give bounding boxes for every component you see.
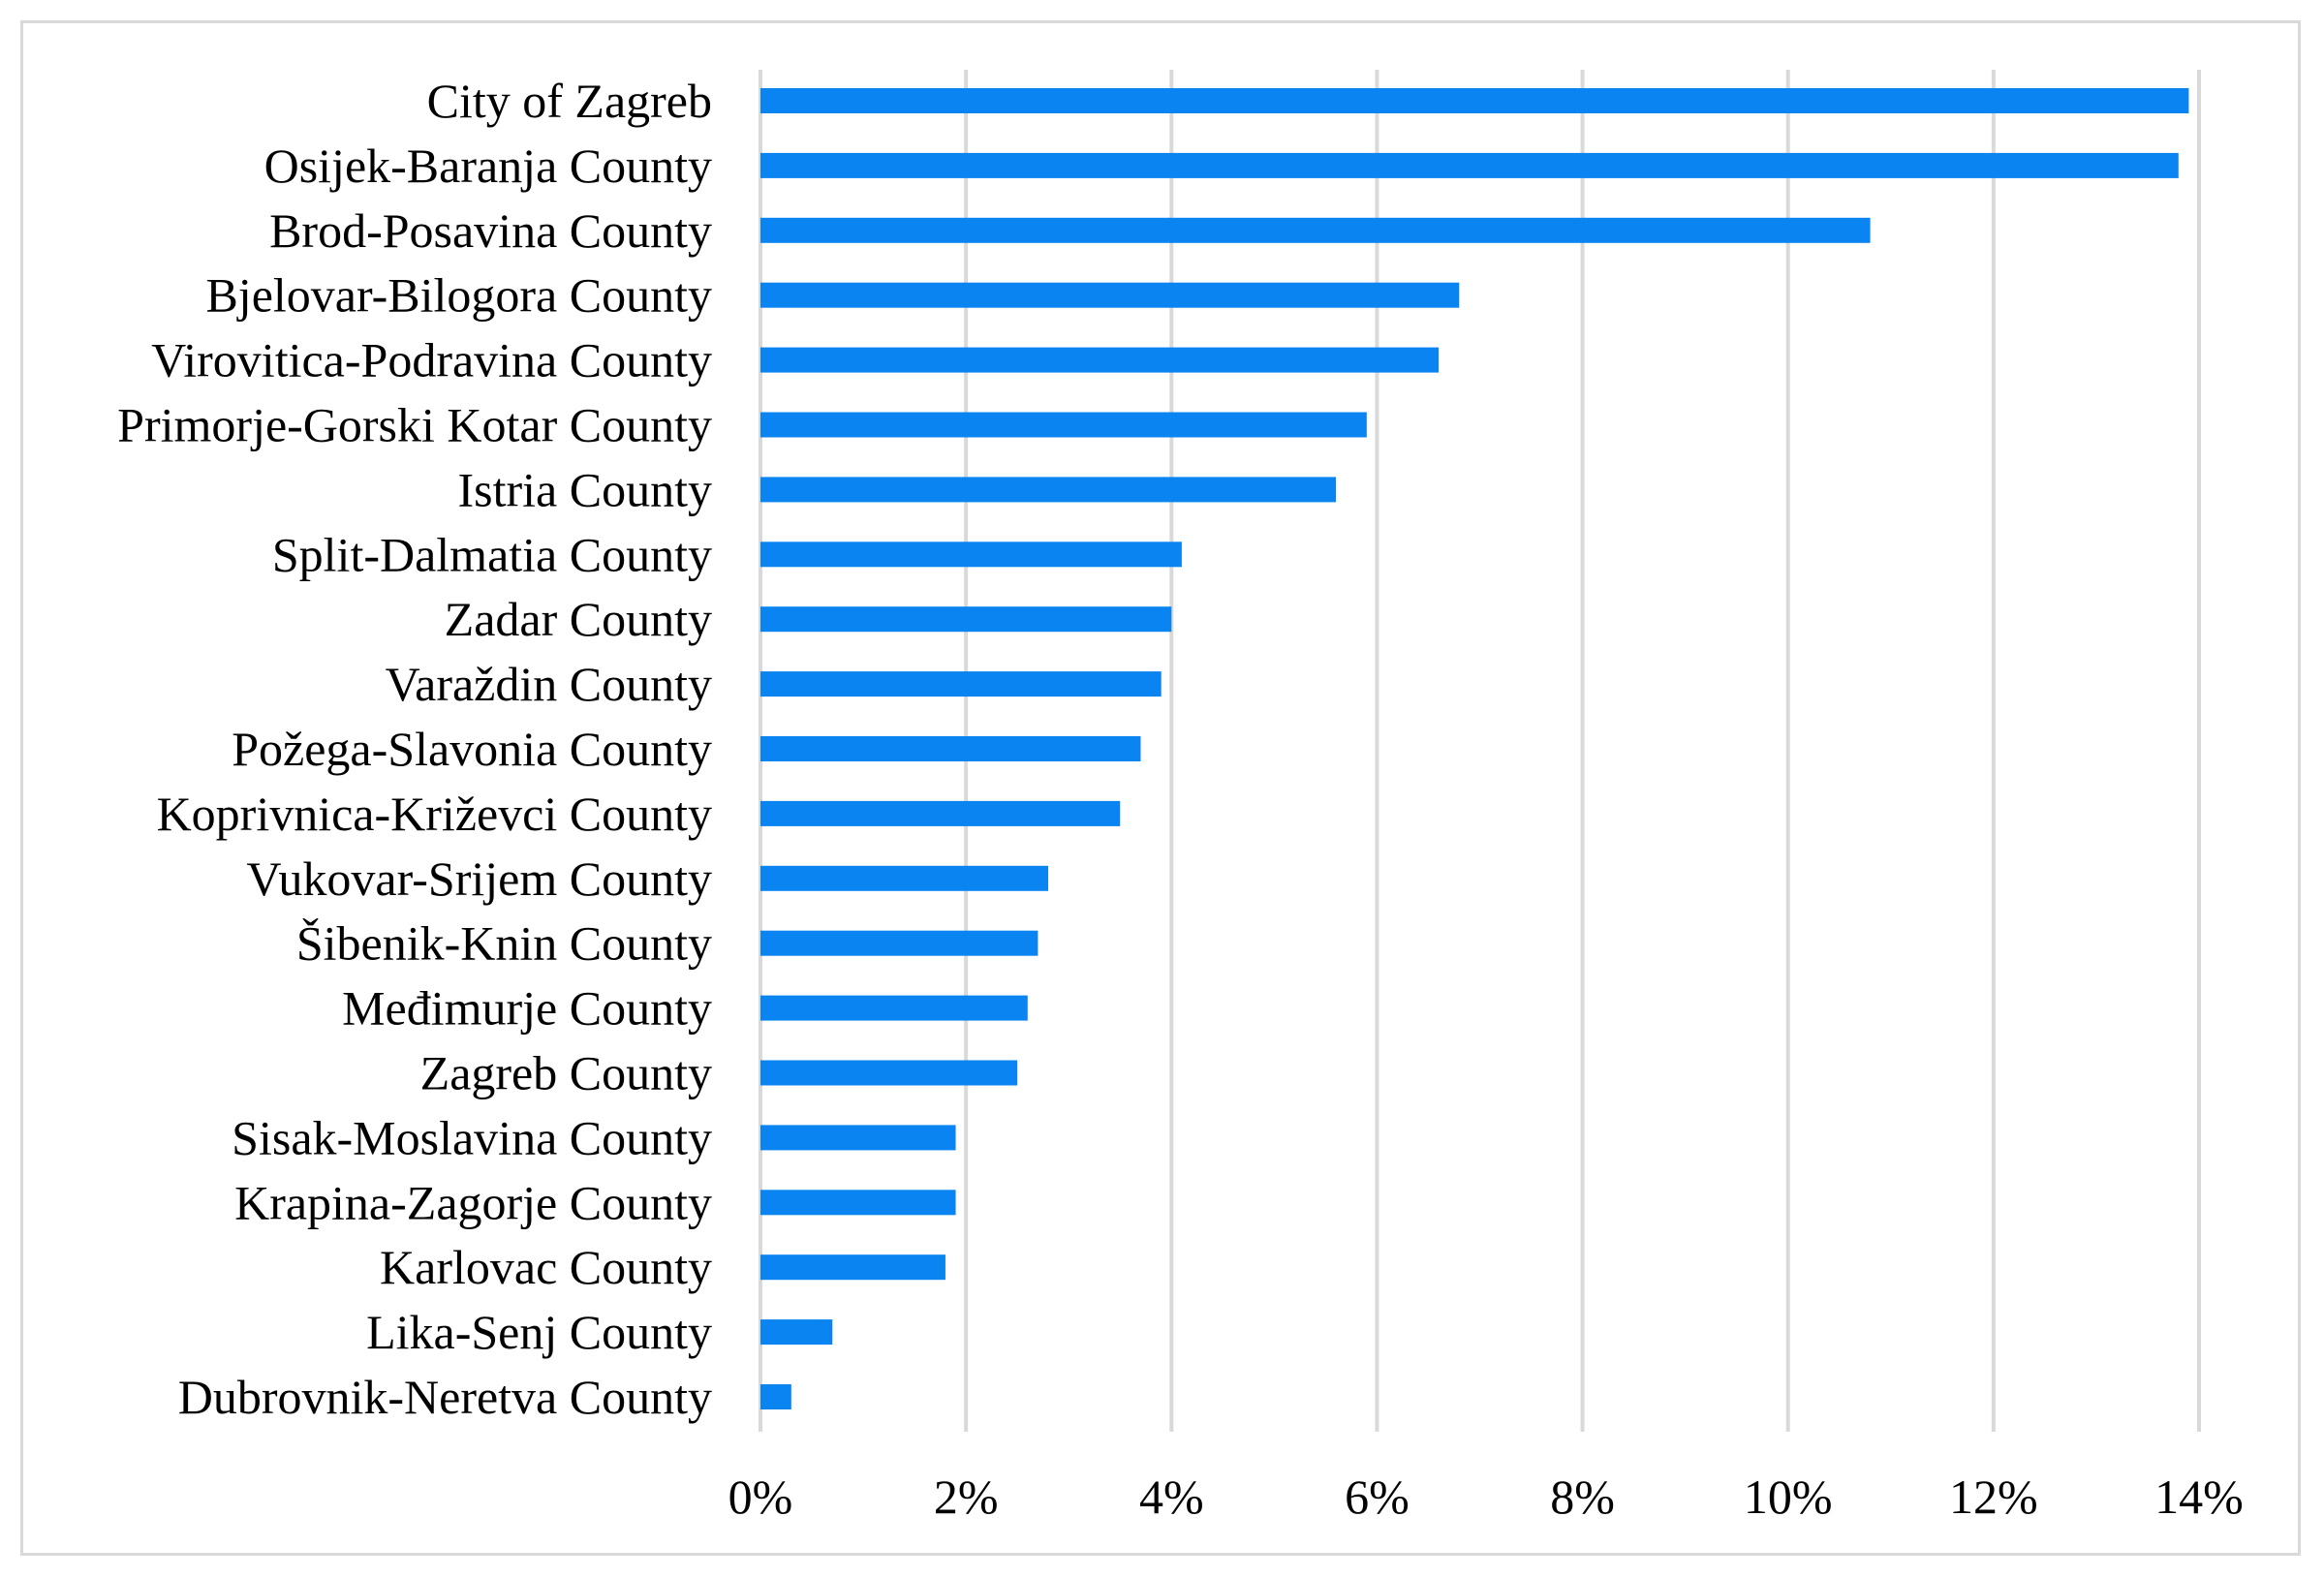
x-axis-tick-labels: 0% 2% 4% 6% 8% 10% 12% 14% — [728, 1470, 2244, 1524]
category-label: Međimurje County — [342, 981, 712, 1036]
category-labels: City of Zagreb Osijek-Baranja County Brod-… — [117, 74, 712, 1424]
bar — [760, 865, 1048, 891]
bar — [760, 282, 1460, 308]
bar — [760, 1384, 791, 1409]
category-label: Krapina-Zagorje County — [234, 1175, 712, 1229]
bar — [760, 88, 2189, 113]
category-label: Zadar County — [445, 592, 712, 646]
category-label: Virovitica-Podravina County — [151, 333, 712, 387]
category-label: Dubrovnik-Neretva County — [178, 1370, 712, 1424]
bar — [760, 1254, 945, 1281]
bar — [760, 347, 1440, 373]
x-tick-label: 10% — [1744, 1470, 1833, 1524]
category-label: Osijek-Baranja County — [264, 139, 712, 193]
x-tick-label: 6% — [1345, 1470, 1410, 1524]
bar — [760, 1319, 833, 1346]
category-label: Požega-Slavonia County — [232, 722, 712, 776]
bar — [760, 541, 1182, 568]
bar — [760, 412, 1367, 438]
bar — [760, 995, 1028, 1021]
x-tick-label: 12% — [1949, 1470, 2038, 1524]
category-label: Vukovar-Srijem County — [246, 851, 712, 906]
x-tick-label: 8% — [1550, 1470, 1615, 1524]
category-label: Bjelovar-Bilogora County — [205, 268, 712, 323]
category-label: City of Zagreb — [427, 74, 712, 128]
category-label: Istria County — [458, 462, 712, 516]
bar — [760, 606, 1172, 633]
bar — [760, 800, 1121, 826]
bar — [760, 477, 1336, 503]
chart-frame — [20, 20, 2301, 1556]
category-label: Sisak-Moslavina County — [232, 1110, 712, 1164]
bar — [760, 1125, 956, 1151]
bars — [760, 88, 2189, 1409]
category-label: Lika-Senj County — [366, 1305, 712, 1359]
category-label: Split-Dalmatia County — [272, 527, 712, 581]
bar — [760, 217, 1871, 243]
bar — [760, 736, 1141, 761]
bar — [760, 1190, 956, 1216]
bar — [760, 671, 1162, 697]
category-label: Varaždin County — [386, 657, 712, 711]
x-tick-label: 4% — [1139, 1470, 1204, 1524]
category-label: Šibenik-Knin County — [296, 916, 712, 971]
x-tick-label: 0% — [728, 1470, 793, 1524]
x-tick-label: 2% — [934, 1470, 999, 1524]
x-tick-label: 14% — [2154, 1470, 2244, 1524]
category-label: Koprivnica-Križevci County — [157, 787, 712, 841]
bar — [760, 1060, 1018, 1086]
category-label: Brod-Posavina County — [269, 203, 712, 258]
category-label: Primorje-Gorski Kotar County — [117, 398, 712, 452]
bar — [760, 152, 2179, 178]
category-label: Zagreb County — [420, 1046, 712, 1100]
bar — [760, 930, 1038, 956]
category-label: Karlovac County — [380, 1240, 712, 1294]
